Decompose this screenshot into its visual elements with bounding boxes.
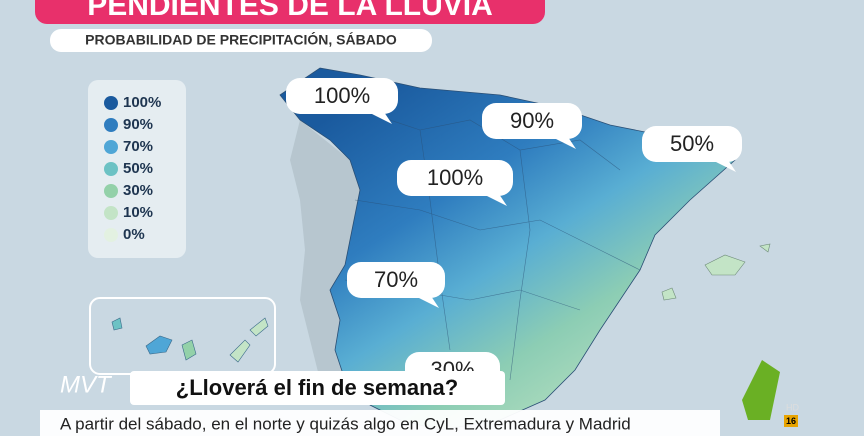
callout-label: 100%	[314, 83, 370, 108]
callout-tail	[712, 160, 736, 172]
callout-bubble	[397, 160, 513, 196]
channel-logo: MVT	[60, 371, 113, 398]
callout-tail	[483, 194, 507, 206]
legend-swatch	[104, 96, 118, 110]
legend-label: 50%	[123, 160, 153, 177]
ticker-box	[40, 410, 720, 436]
title-box	[35, 0, 545, 24]
subtitle-box	[50, 29, 432, 52]
legend-label: 30%	[123, 182, 153, 199]
callout-bubble	[642, 126, 742, 162]
subtitle: PROBABILIDAD DE PRECIPITACIÓN, SÁBADO	[85, 31, 397, 48]
canary-islands	[111, 317, 269, 363]
callout-label: 70%	[374, 267, 418, 292]
hd-badge: HD	[786, 402, 799, 412]
legend-swatch	[104, 228, 118, 242]
balearic-islands	[661, 243, 771, 301]
legend-swatch	[104, 206, 118, 220]
headline-box	[130, 371, 505, 405]
legend-swatch	[104, 140, 118, 154]
callout-label: 100%	[427, 165, 483, 190]
callout-tail	[368, 112, 392, 124]
callout-tail	[552, 137, 576, 149]
legend-label: 0%	[123, 226, 145, 243]
legend-swatch	[104, 118, 118, 132]
title: PENDIENTES DE LA LLUVIA	[87, 0, 493, 22]
callout-label: 50%	[670, 131, 714, 156]
legend: 100% 90% 70% 50% 30% 10% 0%	[104, 94, 161, 243]
lasexta-logo	[742, 360, 780, 420]
legend-label: 100%	[123, 94, 161, 111]
callout-bubble	[286, 78, 398, 114]
legend-label: 90%	[123, 116, 153, 133]
callout-tail	[415, 296, 439, 308]
callout-bubble	[347, 262, 445, 298]
legend-label: 10%	[123, 204, 153, 221]
legend-label: 70%	[123, 138, 153, 155]
portugal	[290, 120, 360, 380]
callout-bubble	[482, 103, 582, 139]
rating-box	[784, 415, 798, 427]
legend-swatch	[104, 162, 118, 176]
callout-label: 90%	[510, 108, 554, 133]
legend-swatch	[104, 184, 118, 198]
headline: ¿Lloverá el fin de semana?	[176, 375, 458, 400]
rating: 16	[786, 416, 796, 426]
ticker-text: A partir del sábado, en el norte y quizá…	[60, 414, 631, 433]
